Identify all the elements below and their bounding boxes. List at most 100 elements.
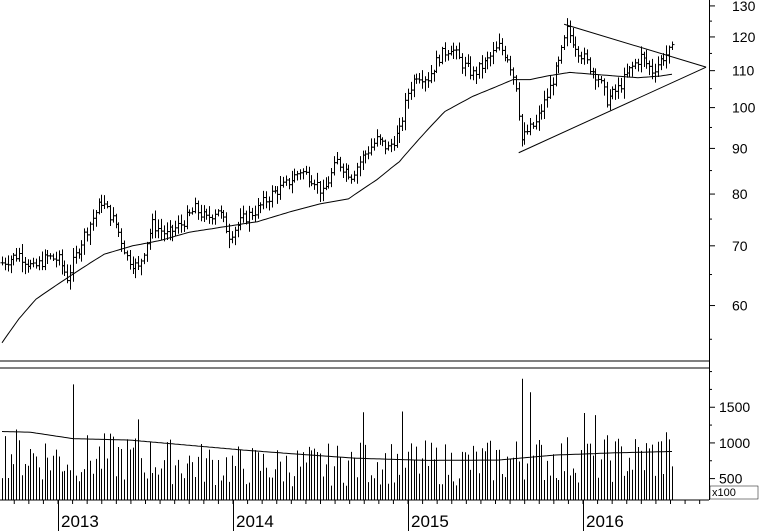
ohlc-bar bbox=[409, 81, 414, 100]
price-tick-label: 130 bbox=[732, 0, 756, 14]
ohlc-bar bbox=[227, 223, 232, 249]
ohlc-bar bbox=[406, 88, 411, 109]
ohlc-bar bbox=[585, 49, 590, 64]
ohlc-bar bbox=[573, 36, 578, 57]
ohlc-bar bbox=[505, 54, 510, 63]
ohlc-bar bbox=[443, 42, 448, 62]
ohlc-bar bbox=[389, 138, 394, 153]
ohlc-bar bbox=[193, 197, 198, 214]
ohlc-bar bbox=[596, 74, 601, 88]
ohlc-bar bbox=[605, 81, 610, 108]
ohlc-bar bbox=[45, 249, 50, 264]
ohlc-bar bbox=[301, 168, 306, 180]
ohlc-bar bbox=[145, 241, 150, 262]
ohlc-bar bbox=[108, 204, 113, 227]
ohlc-bar bbox=[670, 41, 675, 50]
ohlc-bar bbox=[593, 68, 598, 90]
ohlc-bar bbox=[647, 60, 652, 76]
ohlc-bar bbox=[380, 137, 385, 147]
ohlc-bar bbox=[34, 258, 39, 269]
ohlc-bar bbox=[287, 178, 292, 190]
ohlc-bar bbox=[111, 207, 116, 223]
ohlc-bar bbox=[537, 105, 542, 131]
ohlc-bar bbox=[446, 49, 451, 61]
ohlc-bar bbox=[9, 255, 14, 274]
ohlc-bar bbox=[466, 54, 471, 68]
volume-tick-label: 1500 bbox=[719, 399, 750, 415]
price-tick-label: 60 bbox=[732, 298, 748, 314]
ohlc-bar bbox=[284, 175, 289, 186]
ohlc-bar bbox=[213, 209, 218, 225]
ohlc-bar bbox=[60, 249, 65, 275]
ohlc-bar bbox=[207, 206, 212, 224]
ohlc-bar bbox=[244, 210, 249, 225]
ohlc-bar bbox=[610, 86, 615, 100]
price-tick-label: 70 bbox=[732, 238, 748, 254]
ohlc-bar bbox=[148, 228, 153, 250]
ohlc-bar bbox=[233, 226, 238, 246]
ohlc-bar bbox=[318, 180, 323, 202]
ohlc-bar bbox=[363, 150, 368, 164]
ohlc-bar bbox=[290, 170, 295, 194]
ohlc-bar bbox=[202, 205, 207, 223]
ohlc-bar bbox=[636, 58, 641, 72]
ohlc-bar bbox=[383, 139, 388, 155]
ohlc-bar bbox=[79, 240, 84, 262]
ohlc-bar bbox=[150, 213, 155, 239]
ohlc-bar bbox=[460, 53, 465, 74]
ohlc-bar bbox=[105, 201, 110, 209]
ohlc-bar bbox=[440, 46, 445, 65]
ohlc-bar bbox=[62, 260, 67, 276]
ohlc-bar bbox=[633, 58, 638, 70]
ohlc-bar bbox=[185, 205, 190, 230]
ohlc-bar bbox=[599, 76, 604, 84]
price-tick-label: 110 bbox=[732, 63, 755, 79]
ohlc-bar bbox=[170, 224, 175, 242]
ohlc-bar bbox=[548, 75, 553, 99]
ohlc-bar bbox=[477, 62, 482, 79]
ohlc-bar bbox=[520, 114, 525, 147]
ohlc-bar bbox=[667, 45, 672, 64]
ohlc-bar bbox=[659, 55, 664, 71]
ohlc-bar bbox=[522, 122, 527, 145]
ohlc-bar bbox=[315, 172, 320, 194]
ohlc-bar bbox=[468, 56, 473, 80]
ohlc-bar bbox=[474, 66, 479, 84]
ohlc-bar bbox=[616, 77, 621, 99]
ohlc-bar bbox=[173, 220, 178, 237]
ohlc-bar bbox=[375, 129, 380, 147]
ohlc-bar bbox=[556, 56, 561, 74]
trendline-upper bbox=[563, 23, 707, 68]
ohlc-bar bbox=[582, 47, 587, 65]
ohlc-bar bbox=[307, 166, 312, 188]
ohlc-bar bbox=[20, 244, 25, 273]
ohlc-bar bbox=[224, 212, 229, 234]
ohlc-bar bbox=[568, 20, 573, 44]
ohlc-bar bbox=[613, 84, 618, 100]
ohlc-bar bbox=[51, 253, 56, 262]
ohlc-bar bbox=[77, 248, 82, 259]
ohlc-bar bbox=[423, 76, 428, 92]
ohlc-bar bbox=[298, 169, 303, 180]
ohlc-bar bbox=[273, 186, 278, 194]
ohlc-bar bbox=[204, 208, 209, 220]
ohlc-bar bbox=[128, 250, 133, 270]
volume-panel bbox=[1, 378, 673, 500]
ohlc-bar bbox=[517, 82, 522, 121]
x-tick-label: 2013 bbox=[61, 512, 99, 531]
ohlc-bar bbox=[0, 256, 5, 266]
ohlc-bar bbox=[221, 209, 226, 223]
ohlc-bar bbox=[43, 249, 48, 271]
ohlc-bar bbox=[656, 56, 661, 78]
ohlc-bar bbox=[292, 168, 297, 183]
ohlc-bar bbox=[14, 248, 19, 262]
ohlc-bar bbox=[491, 41, 496, 65]
ohlc-bar bbox=[449, 45, 454, 56]
ohlc-bar bbox=[420, 70, 425, 89]
ohlc-bar bbox=[437, 54, 442, 67]
ohlc-bar bbox=[488, 52, 493, 67]
ohlc-bar bbox=[451, 42, 456, 60]
price-tick-label: 100 bbox=[732, 100, 756, 116]
ohlc-bar bbox=[417, 73, 422, 84]
